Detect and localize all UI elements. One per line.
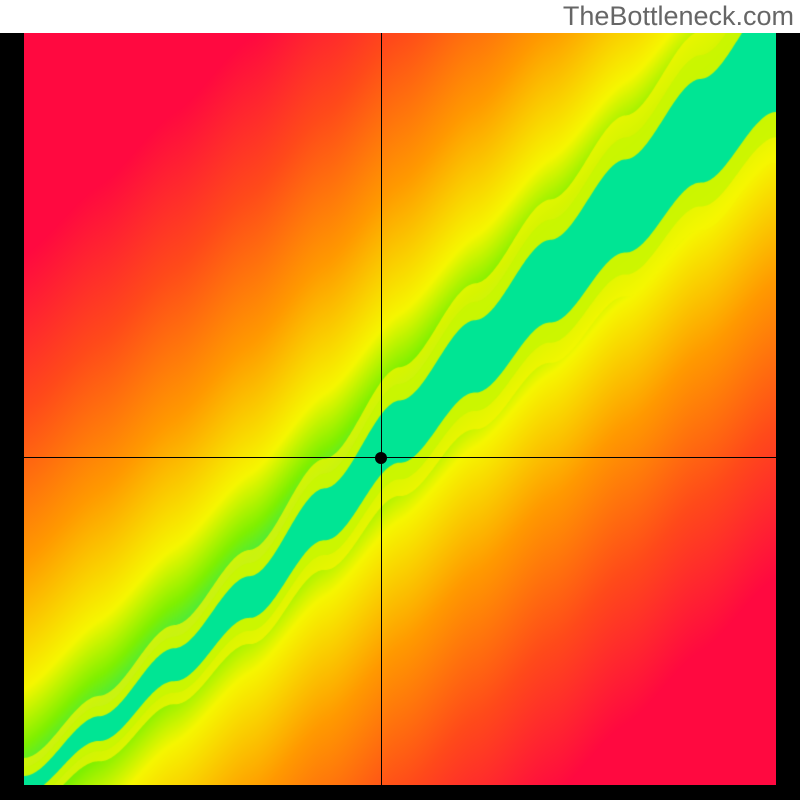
heatmap-canvas xyxy=(24,33,776,785)
crosshair-horizontal xyxy=(24,457,776,458)
watermark-bar: TheBottleneck.com xyxy=(0,0,800,33)
chart-container: TheBottleneck.com xyxy=(0,0,800,800)
plot-area xyxy=(24,33,776,785)
watermark-text: TheBottleneck.com xyxy=(563,1,794,31)
crosshair-dot xyxy=(375,452,387,464)
crosshair-vertical xyxy=(381,33,382,785)
